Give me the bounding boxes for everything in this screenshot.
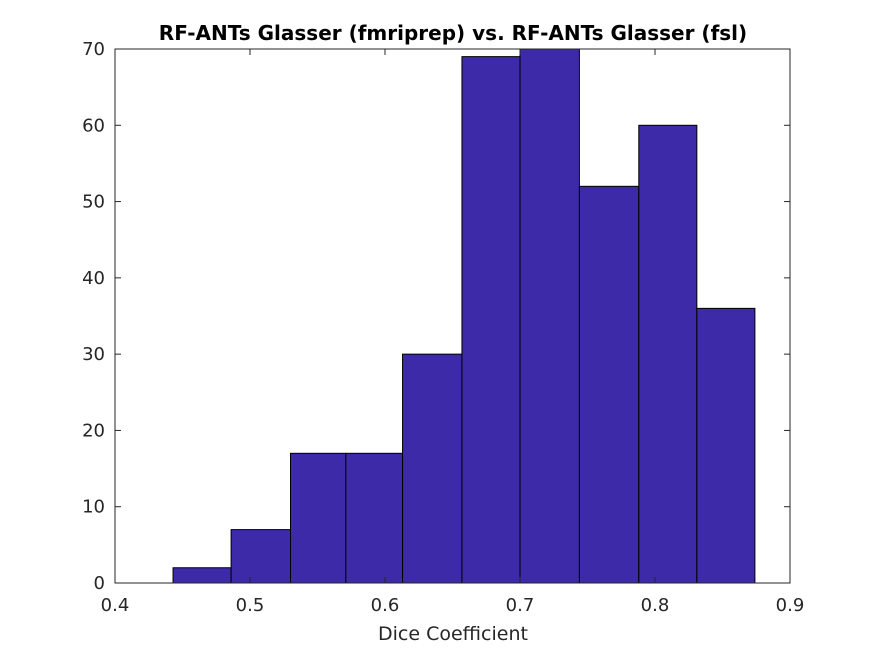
y-tick-label: 40: [82, 268, 105, 289]
y-tick-label: 60: [82, 115, 105, 136]
chart-title: RF-ANTs Glasser (fmriprep) vs. RF-ANTs G…: [159, 21, 747, 45]
x-tick-label: 0.9: [776, 595, 805, 616]
bars-group: [172, 48, 756, 584]
x-tick-label: 0.4: [101, 595, 130, 616]
histogram-bar: [461, 56, 521, 584]
plot-area-frame: [114, 48, 791, 584]
histogram-bar: [638, 124, 698, 584]
x-tick-label: 0.7: [506, 595, 535, 616]
x-tick-label: 0.8: [641, 595, 670, 616]
histogram-bar: [290, 452, 347, 584]
histogram-bar: [172, 567, 232, 584]
y-tick-label: 10: [82, 497, 105, 518]
tick-labels-group: 0.4 0.5 0.6 0.7 0.8 0.9 0 10 20 30 40 50 60 70: [82, 39, 804, 616]
histogram-bar: [230, 529, 292, 584]
histogram-bar: [578, 185, 640, 584]
x-axis-label: Dice Coefficient: [378, 623, 528, 645]
histogram-bar: [402, 353, 463, 584]
x-tick-label: 0.5: [236, 595, 265, 616]
y-tick-label: 0: [94, 573, 105, 594]
axis-ticks-group: [114, 48, 791, 584]
y-tick-label: 70: [82, 39, 105, 60]
y-tick-label: 50: [82, 192, 105, 213]
y-tick-label: 30: [82, 344, 105, 365]
histogram-bar: [519, 48, 580, 584]
histogram-bar: [696, 307, 756, 584]
x-tick-label: 0.6: [371, 595, 400, 616]
histogram-bar: [345, 452, 404, 584]
y-tick-label: 20: [82, 420, 105, 441]
